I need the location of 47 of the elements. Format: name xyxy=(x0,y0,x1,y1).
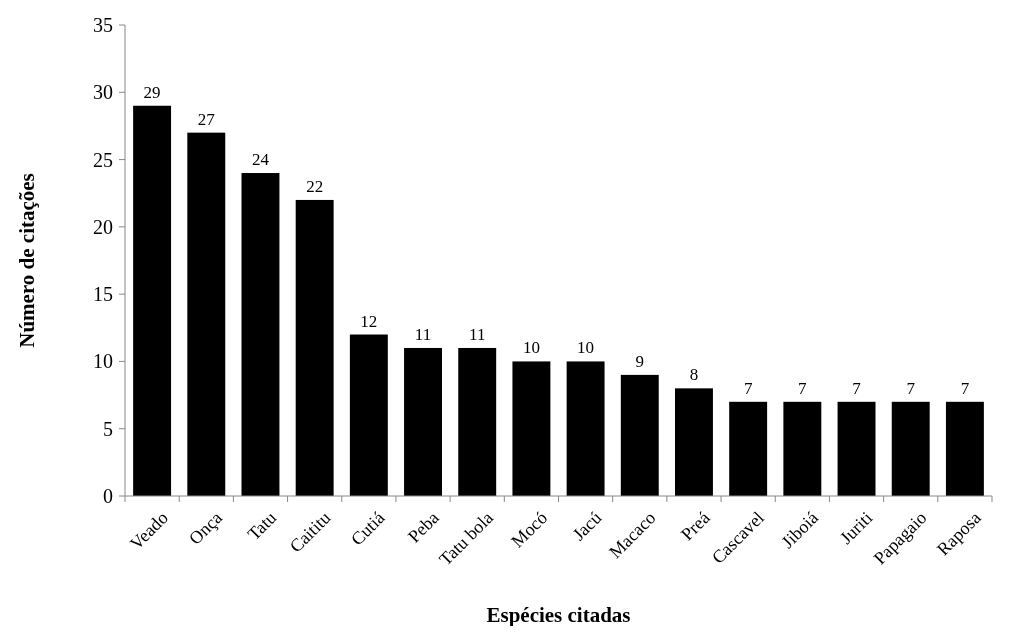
bar xyxy=(891,401,930,496)
data-label: 7 xyxy=(798,378,808,398)
bar xyxy=(729,401,768,496)
y-tick-label: 0 xyxy=(103,485,113,507)
bar xyxy=(187,132,226,496)
y-axis-title: Número de citações xyxy=(15,173,39,348)
y-tick-label: 30 xyxy=(93,81,113,104)
data-label: 7 xyxy=(960,378,970,398)
y-tick-label: 20 xyxy=(93,215,113,238)
data-label: 11 xyxy=(469,324,486,344)
data-label: 10 xyxy=(522,338,540,358)
bar xyxy=(133,105,172,496)
y-tick-label: 25 xyxy=(93,148,113,171)
data-label: 8 xyxy=(689,365,699,385)
bar xyxy=(837,401,876,496)
bar xyxy=(512,361,551,496)
data-label: 10 xyxy=(577,338,595,358)
bar xyxy=(945,401,984,496)
y-tick-label: 15 xyxy=(93,283,113,306)
data-label: 7 xyxy=(906,378,916,398)
bar xyxy=(458,347,497,496)
y-tick-label: 35 xyxy=(93,14,113,36)
data-label: 29 xyxy=(143,82,161,102)
bar xyxy=(620,374,659,496)
y-tick-label: 10 xyxy=(93,350,113,373)
bar xyxy=(295,199,334,496)
data-label: 22 xyxy=(306,176,324,196)
data-label: 12 xyxy=(360,311,378,331)
bar xyxy=(783,401,822,496)
x-tick-label: Preá xyxy=(676,507,714,545)
x-tick-label: Peba xyxy=(403,507,443,547)
x-tick-label: Jacú xyxy=(568,507,606,545)
x-tick-label: Tatu xyxy=(243,507,281,545)
bar xyxy=(675,388,713,496)
data-label: 11 xyxy=(414,324,432,344)
y-tick-label: 5 xyxy=(103,417,113,440)
data-label: 27 xyxy=(197,109,216,129)
data-label: 7 xyxy=(743,378,753,398)
bar xyxy=(349,334,388,496)
bar xyxy=(404,347,442,496)
x-axis-title: Espécies citadas xyxy=(486,603,631,627)
data-label: 24 xyxy=(251,150,270,170)
bar xyxy=(566,361,605,496)
data-label: 9 xyxy=(635,351,645,371)
x-tick-label: Onça xyxy=(185,507,227,549)
bar xyxy=(241,173,280,496)
data-label: 7 xyxy=(852,378,862,398)
